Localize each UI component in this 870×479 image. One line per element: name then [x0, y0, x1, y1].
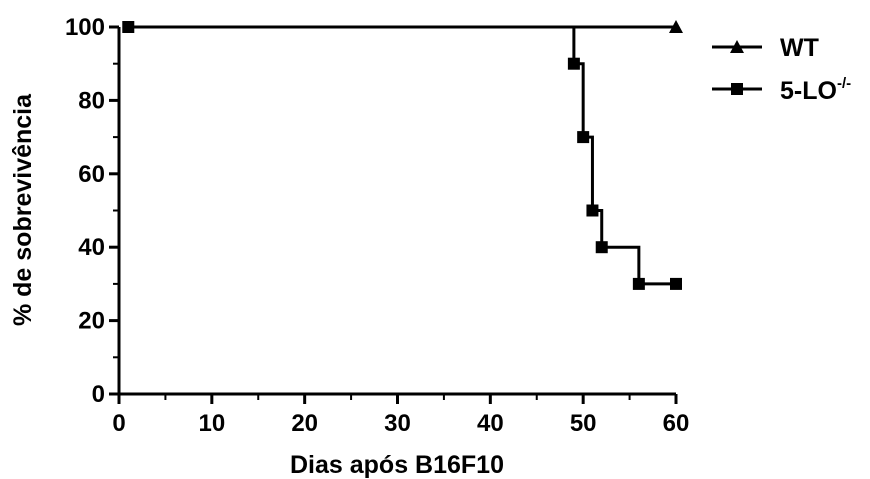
legend-wt-label: WT	[780, 34, 819, 62]
legend-5lo-label-main: 5-LO	[780, 77, 837, 105]
x-tick-label: 20	[291, 410, 318, 437]
square-marker	[122, 21, 135, 33]
square-marker	[632, 277, 645, 290]
y-tick-label: 0	[92, 381, 105, 408]
x-tick-label: 50	[570, 410, 597, 437]
x-tick-label: 30	[384, 410, 411, 437]
y-tick-label: 20	[78, 308, 105, 335]
y-tick-label: 100	[65, 14, 105, 41]
legend-5lo-label: 5-LO-/-	[780, 75, 851, 105]
series-line	[128, 25, 676, 286]
x-tick-label: 40	[477, 410, 504, 437]
y-tick-label: 60	[78, 161, 105, 188]
square-marker	[670, 277, 682, 290]
y-axis-title: % de sobrevivência	[9, 93, 37, 326]
y-tick-label: 80	[78, 87, 105, 114]
x-tick-label: 60	[663, 410, 690, 437]
series-layer	[122, 20, 683, 290]
y-axis: 0 20 40 60 80 100	[65, 14, 121, 408]
series-5lo	[122, 21, 682, 290]
legend-5lo-square-marker	[731, 83, 743, 95]
square-marker	[595, 241, 608, 254]
square-marker	[577, 131, 590, 144]
legend: WT 5-LO-/-	[712, 34, 851, 105]
x-axis: 0 10 20 30 40 50 60	[112, 392, 690, 437]
x-tick-label: 0	[112, 410, 125, 437]
square-marker	[586, 204, 599, 217]
legend-wt-triangle-marker	[730, 40, 744, 53]
x-axis-title: Dias após B16F10	[290, 451, 504, 479]
legend-item-5lo: 5-LO-/-	[712, 75, 851, 105]
square-marker	[567, 57, 580, 70]
triangle-marker	[669, 20, 683, 33]
legend-5lo-label-superscript: -/-	[837, 75, 851, 92]
legend-item-wt: WT	[712, 34, 819, 62]
y-tick-label: 40	[78, 234, 105, 261]
x-tick-label: 10	[198, 410, 225, 437]
